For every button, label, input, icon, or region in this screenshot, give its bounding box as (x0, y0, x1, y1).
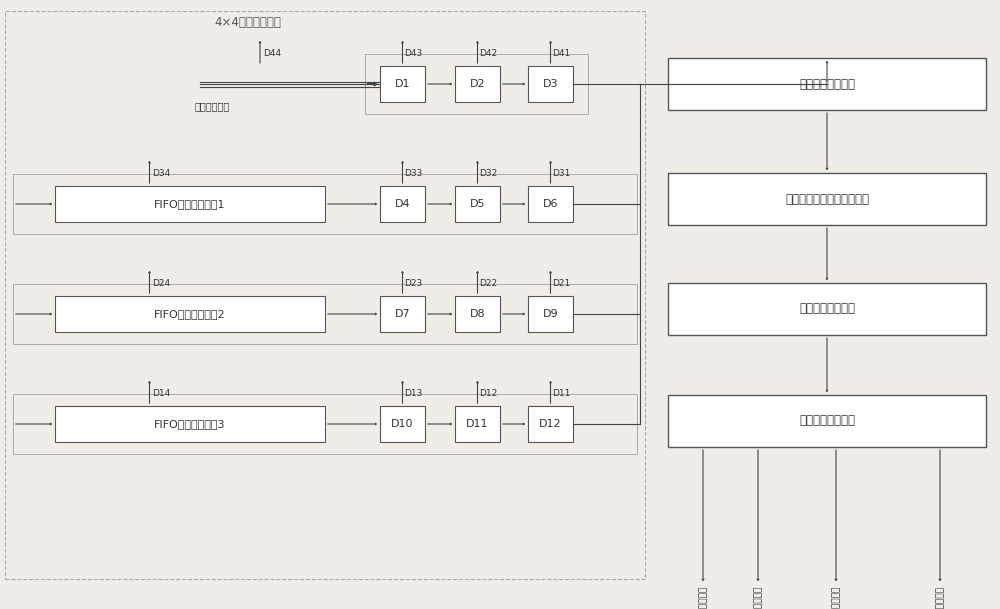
Text: D3: D3 (543, 79, 558, 89)
Bar (380, 186, 425, 222)
Bar (365, 54, 588, 114)
Bar (55, 186, 325, 222)
Text: 视频数据信号: 视频数据信号 (698, 586, 707, 609)
Text: 三次线性插値模块: 三次线性插値模块 (799, 77, 855, 91)
Bar (455, 406, 500, 442)
Text: D41: D41 (552, 49, 571, 58)
Bar (380, 296, 425, 332)
Bar (55, 296, 325, 332)
Text: 视频数据缓存模块: 视频数据缓存模块 (799, 303, 855, 315)
Bar (455, 186, 500, 222)
Bar (528, 296, 573, 332)
Text: D9: D9 (543, 309, 558, 319)
Text: D7: D7 (395, 309, 410, 319)
Text: D2: D2 (470, 79, 485, 89)
Bar (455, 66, 500, 102)
Bar (528, 406, 573, 442)
Text: D6: D6 (543, 199, 558, 209)
Bar (13, 174, 637, 234)
Text: D44: D44 (263, 49, 281, 58)
Text: D1: D1 (395, 79, 410, 89)
Text: D5: D5 (470, 199, 485, 209)
Bar (13, 284, 637, 344)
Text: 视频数据输入: 视频数据输入 (195, 101, 230, 111)
Text: D13: D13 (404, 389, 423, 398)
Text: D8: D8 (470, 309, 485, 319)
Text: FIFO数据缓存模块2: FIFO数据缓存模块2 (154, 309, 226, 319)
Text: 视频数据位置编号调整模块: 视频数据位置编号调整模块 (785, 192, 869, 205)
Text: D22: D22 (479, 279, 498, 288)
Text: D43: D43 (404, 49, 423, 58)
Bar (668, 395, 986, 447)
Bar (668, 58, 986, 110)
Text: 视频数据有效信号: 视频数据有效信号 (936, 586, 944, 609)
Text: FIFO数据缓存模块3: FIFO数据缓存模块3 (154, 419, 226, 429)
Text: D32: D32 (479, 169, 498, 178)
Text: D33: D33 (404, 169, 423, 178)
Text: D11: D11 (552, 389, 571, 398)
Text: 视频数据纵坐标信号: 视频数据纵坐标信号 (832, 586, 840, 609)
Text: D21: D21 (552, 279, 571, 288)
Bar (528, 66, 573, 102)
Text: D11: D11 (466, 419, 489, 429)
Text: FIFO数据缓存模块1: FIFO数据缓存模块1 (154, 199, 226, 209)
Text: 视频数据横坐标信号: 视频数据横坐标信号 (754, 586, 763, 609)
Bar (13, 394, 637, 454)
Bar (380, 66, 425, 102)
Text: 4×4邻域生成模块: 4×4邻域生成模块 (215, 16, 282, 29)
Bar (455, 296, 500, 332)
Bar (528, 186, 573, 222)
Bar (55, 406, 325, 442)
Bar (380, 406, 425, 442)
Text: D24: D24 (152, 279, 171, 288)
Text: D12: D12 (539, 419, 562, 429)
Text: D42: D42 (479, 49, 498, 58)
Bar (668, 173, 986, 225)
Text: D31: D31 (552, 169, 571, 178)
Text: D12: D12 (479, 389, 498, 398)
Text: D10: D10 (391, 419, 414, 429)
Text: 视频数据输出模块: 视频数据输出模块 (799, 415, 855, 428)
Bar (668, 283, 986, 335)
Text: D34: D34 (152, 169, 171, 178)
Bar (5, 11, 645, 579)
Text: D4: D4 (395, 199, 410, 209)
Text: D14: D14 (152, 389, 171, 398)
Text: D23: D23 (404, 279, 423, 288)
